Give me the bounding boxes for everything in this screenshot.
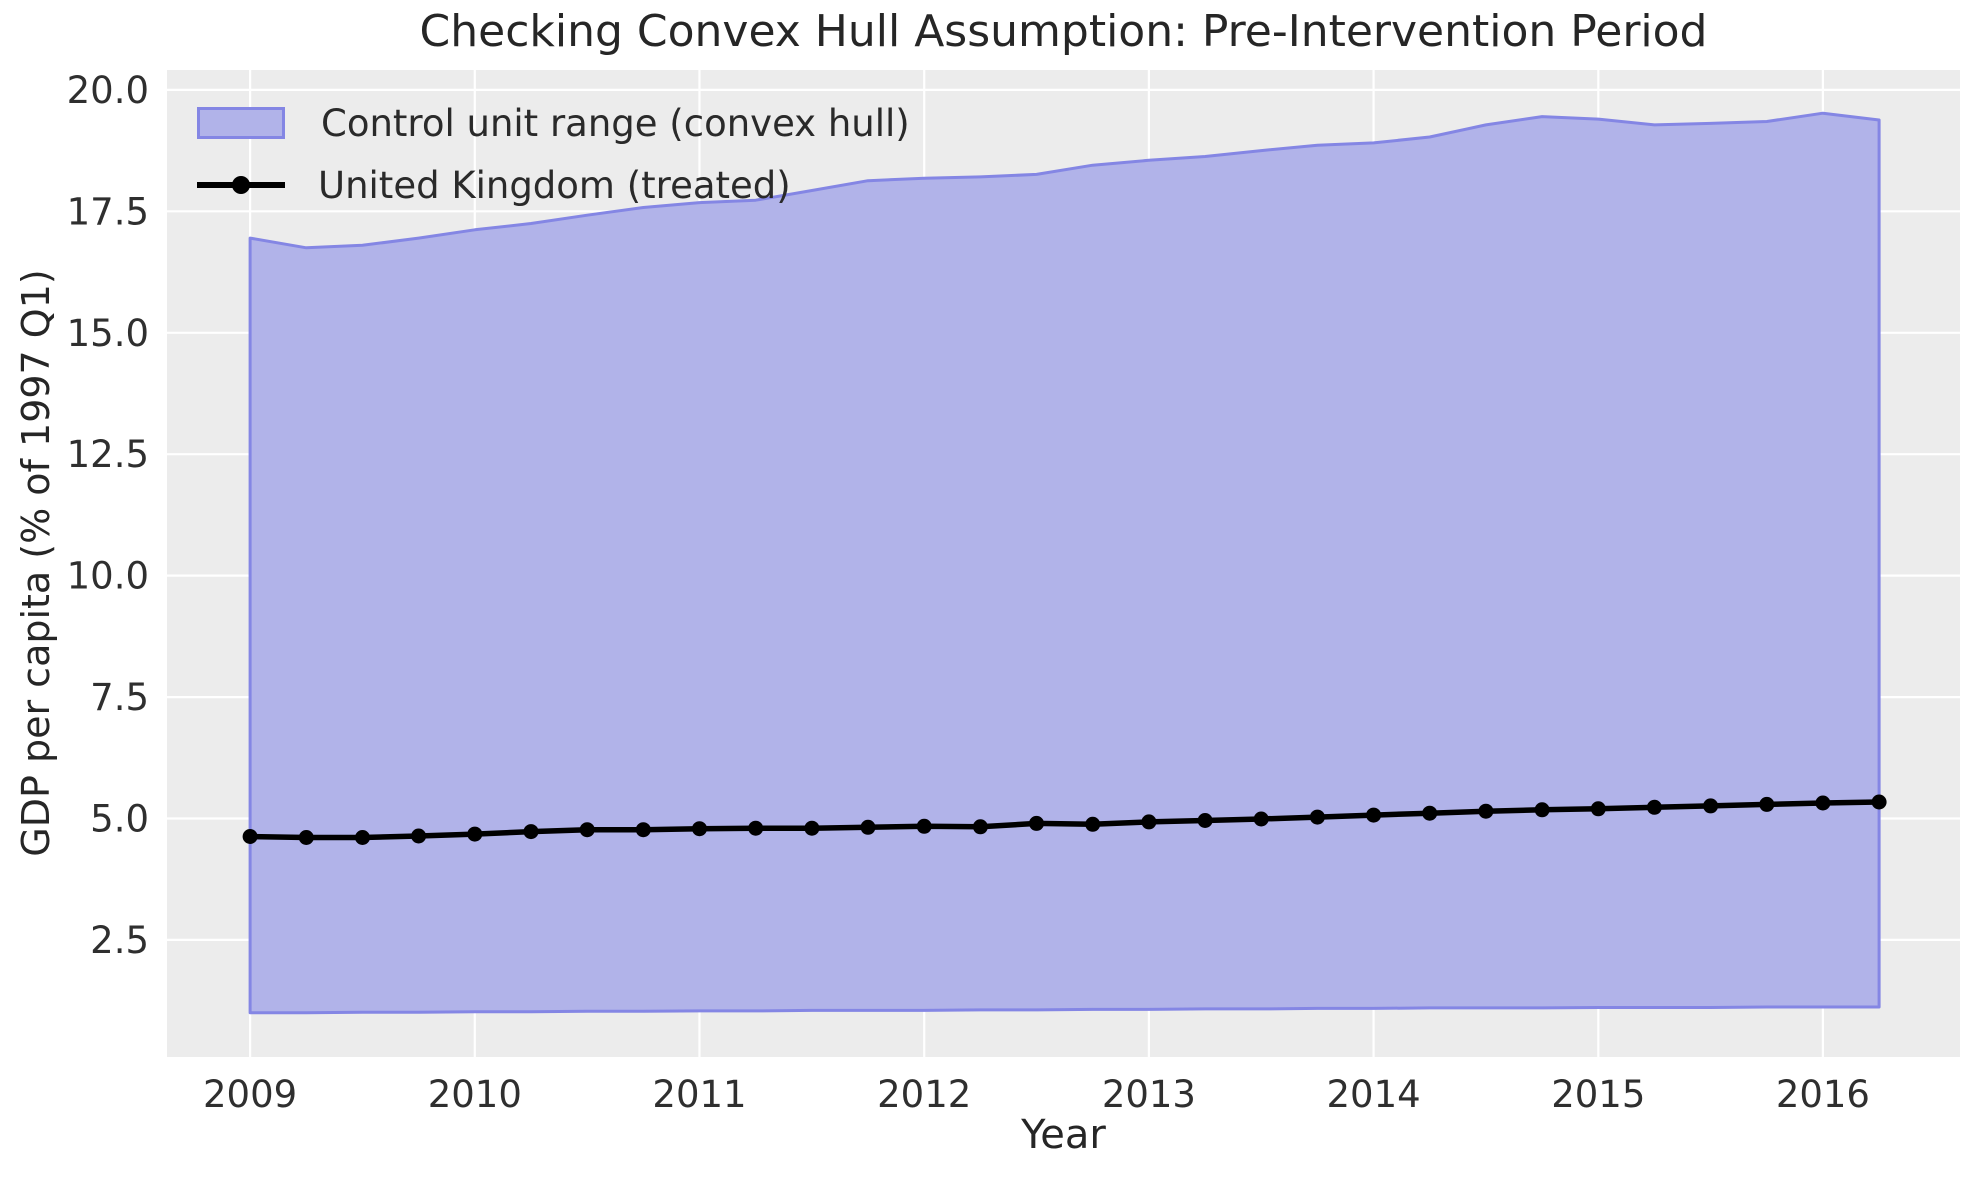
legend-item-uk: United Kingdom (treated)	[197, 162, 910, 208]
uk-marker	[523, 824, 539, 840]
x-axis-label: Year	[1021, 1112, 1106, 1158]
y-tick-label: 20.0	[67, 69, 149, 112]
uk-marker	[355, 830, 370, 845]
uk-marker	[467, 826, 483, 842]
line-marker-swatch-icon	[197, 176, 285, 194]
y-tick-label: 15.0	[67, 312, 149, 355]
uk-line	[247, 799, 1882, 841]
y-tick-label: 2.5	[90, 919, 149, 962]
uk-marker	[1197, 813, 1213, 828]
uk-marker	[1366, 807, 1382, 823]
x-tick-label: 2015	[1551, 1073, 1645, 1116]
uk-marker	[1309, 809, 1325, 825]
uk-marker	[748, 820, 764, 836]
uk-marker	[1534, 802, 1550, 818]
uk-marker	[1422, 805, 1438, 821]
x-tick-label: 2013	[1102, 1073, 1196, 1116]
band-swatch-icon	[197, 107, 285, 139]
uk-marker	[1478, 803, 1494, 819]
x-tick-label: 2010	[428, 1073, 522, 1116]
y-tick-label: 17.5	[67, 190, 149, 233]
uk-marker	[916, 818, 932, 834]
y-tick-label: 7.5	[90, 676, 149, 719]
y-tick-label: 10.0	[67, 555, 149, 598]
convex-hull-band	[248, 111, 1881, 1015]
uk-marker	[411, 828, 427, 844]
chart-title: Checking Convex Hull Assumption: Pre-Int…	[419, 6, 1708, 57]
legend-item-band: Control unit range (convex hull)	[197, 100, 910, 146]
marker-dot-icon	[232, 176, 250, 194]
uk-marker	[1871, 794, 1887, 810]
uk-marker	[1590, 801, 1606, 817]
uk-marker	[1759, 796, 1775, 812]
legend-label-band: Control unit range (convex hull)	[321, 101, 910, 145]
y-tick-label: 5.0	[90, 798, 149, 841]
uk-marker	[635, 822, 651, 838]
y-tick-label: 12.5	[67, 433, 149, 476]
uk-marker	[1703, 798, 1719, 814]
uk-marker	[1085, 816, 1101, 832]
x-tick-label: 2009	[203, 1073, 297, 1116]
uk-marker	[242, 829, 258, 844]
y-axis-label: GDP per capita (% of 1997 Q1)	[14, 269, 58, 857]
uk-marker	[298, 830, 314, 845]
uk-marker	[972, 819, 988, 835]
uk-marker	[1253, 811, 1269, 827]
uk-marker	[1141, 814, 1157, 830]
x-tick-label: 2016	[1776, 1073, 1870, 1116]
legend: Control unit range (convex hull) United …	[197, 100, 910, 224]
x-tick-label: 2012	[877, 1073, 971, 1116]
legend-label-uk: United Kingdom (treated)	[318, 163, 791, 207]
x-tick-label: 2014	[1327, 1073, 1421, 1116]
x-tick-label: 2011	[652, 1073, 746, 1116]
uk-marker	[579, 822, 595, 838]
uk-marker	[860, 819, 876, 835]
uk-marker	[692, 821, 707, 837]
uk-marker	[804, 820, 820, 836]
uk-marker	[1815, 795, 1831, 811]
uk-marker	[1646, 799, 1662, 815]
uk-marker	[1029, 815, 1044, 831]
